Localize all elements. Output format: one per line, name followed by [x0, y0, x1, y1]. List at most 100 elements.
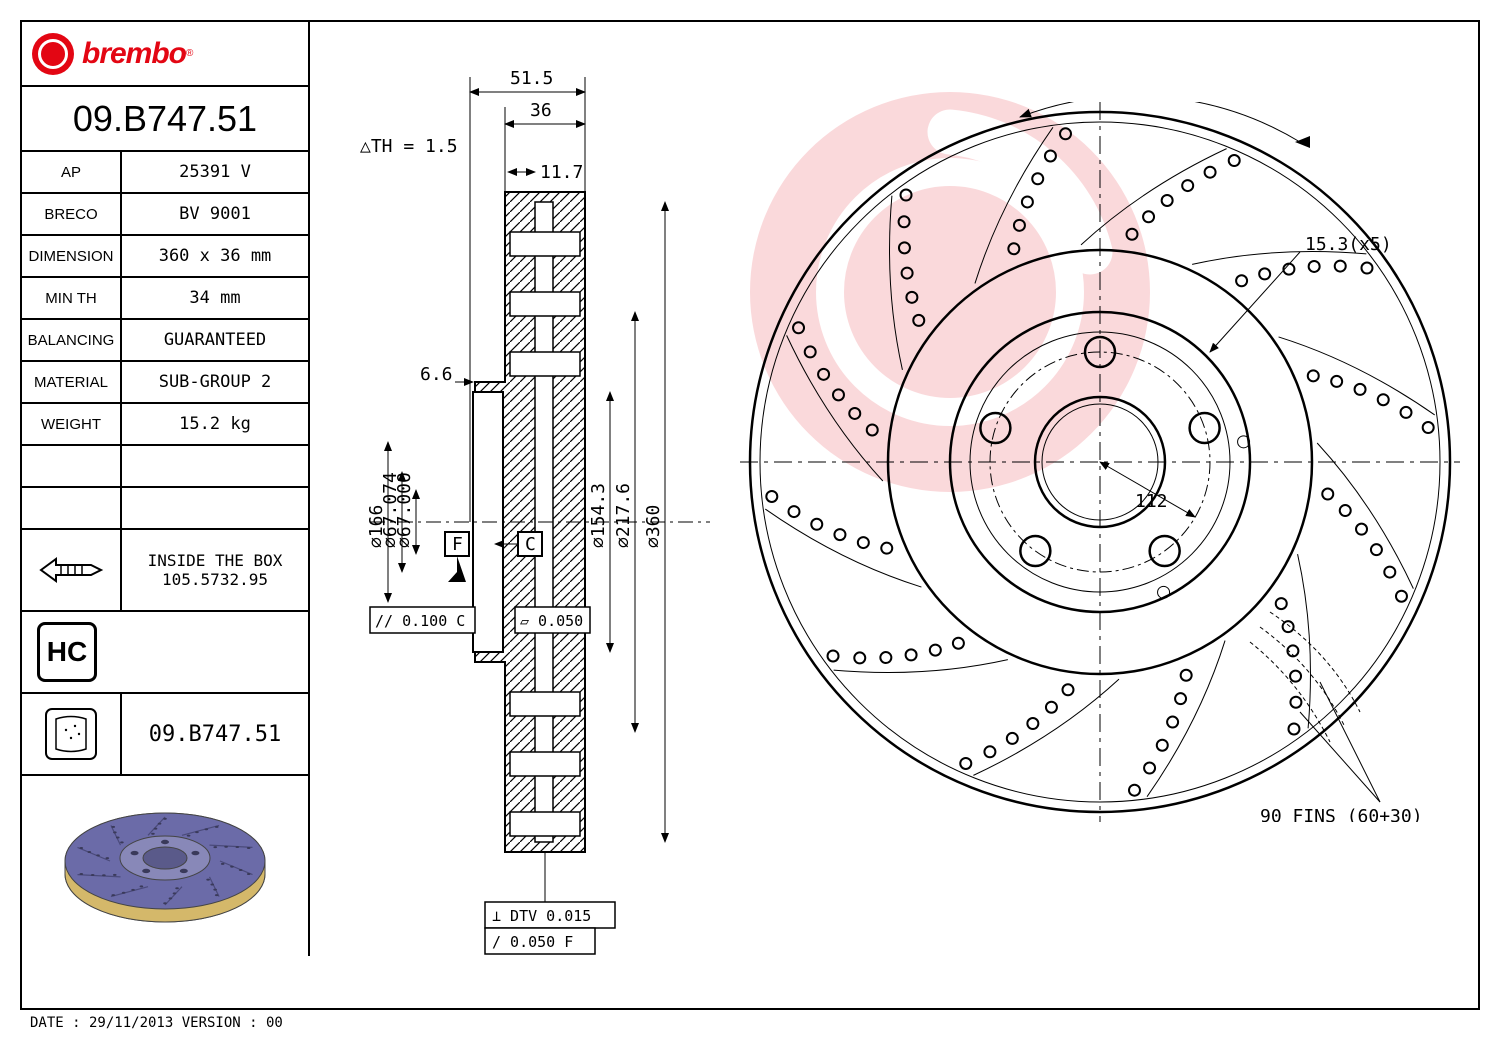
- drill-hole: [1371, 544, 1382, 555]
- drawing-area: 51.5 36 △TH = 1.5 11.7: [310, 22, 1482, 1008]
- datum-f: F: [452, 534, 463, 555]
- drill-hole: [1396, 591, 1407, 602]
- tol-parallel: // 0.100 C: [375, 612, 465, 630]
- drill-hole: [880, 652, 891, 663]
- drill-hole: [793, 322, 804, 333]
- drill-hole: [1276, 598, 1287, 609]
- drill-hole: [1162, 195, 1173, 206]
- slot-groove: [1298, 554, 1311, 728]
- drill-hole: [1143, 211, 1154, 222]
- drill-hole: [906, 292, 917, 303]
- drill-hole: [1290, 697, 1301, 708]
- inside-box-value: 105.5732.95: [162, 570, 268, 589]
- drill-hole: [849, 408, 860, 419]
- drill-hole: [1423, 422, 1434, 433]
- spec-label: MIN TH: [22, 278, 122, 318]
- disc-3d-render: [55, 786, 275, 946]
- drill-hole: [1045, 150, 1056, 161]
- drill-hole: [899, 216, 910, 227]
- drill-hole: [834, 529, 845, 540]
- screw-icon-cell: [22, 530, 122, 610]
- drill-hole: [1022, 196, 1033, 207]
- dim-36: 36: [530, 100, 552, 121]
- drill-hole: [1007, 733, 1018, 744]
- logo-box: brembo ®: [22, 22, 310, 87]
- drill-hole: [930, 645, 941, 656]
- drill-hole: [1384, 567, 1395, 578]
- drill-hole: [1361, 263, 1372, 274]
- slot-groove: [1317, 443, 1413, 589]
- disc-profile-icon-cell: [22, 694, 122, 774]
- slot-groove: [834, 660, 1008, 673]
- drill-hole: [901, 190, 912, 201]
- tol-flat1: ▱ 0.050: [520, 612, 583, 630]
- spec-row: MATERIALSUB-GROUP 2: [22, 362, 308, 404]
- drill-hole: [1014, 220, 1025, 231]
- bolt-dim: 15.3(x5): [1305, 234, 1392, 255]
- drill-hole: [1181, 670, 1192, 681]
- spec-row-empty: [22, 488, 308, 530]
- spec-value: BV 9001: [122, 194, 308, 234]
- fins-label: 90 FINS (60+30): [1260, 806, 1423, 822]
- spec-label: BRECO: [22, 194, 122, 234]
- spec-value: 34 mm: [122, 278, 308, 318]
- pcd-dim: 112: [1135, 491, 1168, 512]
- drill-hole: [1335, 261, 1346, 272]
- cross-section-view: 51.5 36 △TH = 1.5 11.7: [340, 52, 720, 982]
- hc-row: HC: [22, 612, 310, 694]
- spec-row: BALANCINGGUARANTEED: [22, 320, 308, 362]
- drill-hole: [1259, 268, 1270, 279]
- slot-groove: [890, 196, 903, 370]
- drill-hole: [1309, 261, 1320, 272]
- spec-label: DIMENSION: [22, 236, 122, 276]
- slot-groove: [787, 335, 883, 481]
- spec-label: BALANCING: [22, 320, 122, 360]
- drill-hole: [913, 315, 924, 326]
- drill-hole: [1129, 785, 1140, 796]
- inside-box-text: INSIDE THE BOX 105.5732.95: [122, 530, 308, 610]
- drill-hole: [854, 652, 865, 663]
- inside-box-label: INSIDE THE BOX: [148, 551, 283, 570]
- info-panel: brembo ® 09.B747.51 AP25391 VBRECOBV 900…: [22, 22, 310, 1008]
- spec-value: 25391 V: [122, 152, 308, 192]
- drill-hole: [881, 543, 892, 554]
- drill-hole: [953, 638, 964, 649]
- drill-hole: [1236, 275, 1247, 286]
- drill-hole: [899, 242, 910, 253]
- drill-hole: [1355, 384, 1366, 395]
- spec-value: 15.2 kg: [122, 404, 308, 444]
- drill-hole: [1008, 243, 1019, 254]
- brand-name: brembo: [82, 37, 186, 71]
- slot-groove: [765, 509, 921, 587]
- datum-c: C: [525, 534, 536, 555]
- slot-groove: [1279, 337, 1435, 415]
- drill-hole: [1340, 505, 1351, 516]
- dim-th: △TH = 1.5: [360, 136, 458, 157]
- drill-hole: [1290, 671, 1301, 682]
- tol-flat2: / 0.050 F: [492, 933, 573, 951]
- footer-date: DATE : 29/11/2013 VERSION : 00: [30, 1015, 283, 1031]
- drill-hole: [1157, 740, 1168, 751]
- diameter-dim: ⌀360: [643, 505, 664, 548]
- drill-hole: [1356, 524, 1367, 535]
- drill-hole: [1205, 167, 1216, 178]
- drill-hole: [818, 369, 829, 380]
- drill-hole: [867, 424, 878, 435]
- bottom-part-row: 09.B747.51: [22, 694, 310, 776]
- dim-51-5: 51.5: [510, 68, 553, 89]
- diameter-dim: ⌀67.000: [394, 472, 415, 548]
- drawing-frame: brembo ® 09.B747.51 AP25391 VBRECOBV 900…: [20, 20, 1480, 1010]
- drill-hole: [1032, 173, 1043, 184]
- drill-hole: [1288, 723, 1299, 734]
- spec-row: DIMENSION360 x 36 mm: [22, 236, 308, 278]
- render-3d-box: [22, 776, 310, 956]
- spec-row: MIN TH34 mm: [22, 278, 308, 320]
- drill-hole: [1401, 407, 1412, 418]
- screw-icon: [36, 549, 106, 591]
- hc-badge: HC: [37, 622, 97, 682]
- diameter-dim: ⌀154.3: [588, 483, 609, 548]
- slot-groove: [1081, 149, 1227, 245]
- drill-hole: [1308, 370, 1319, 381]
- drill-hole: [1062, 684, 1073, 695]
- part-number-main: 09.B747.51: [22, 87, 310, 152]
